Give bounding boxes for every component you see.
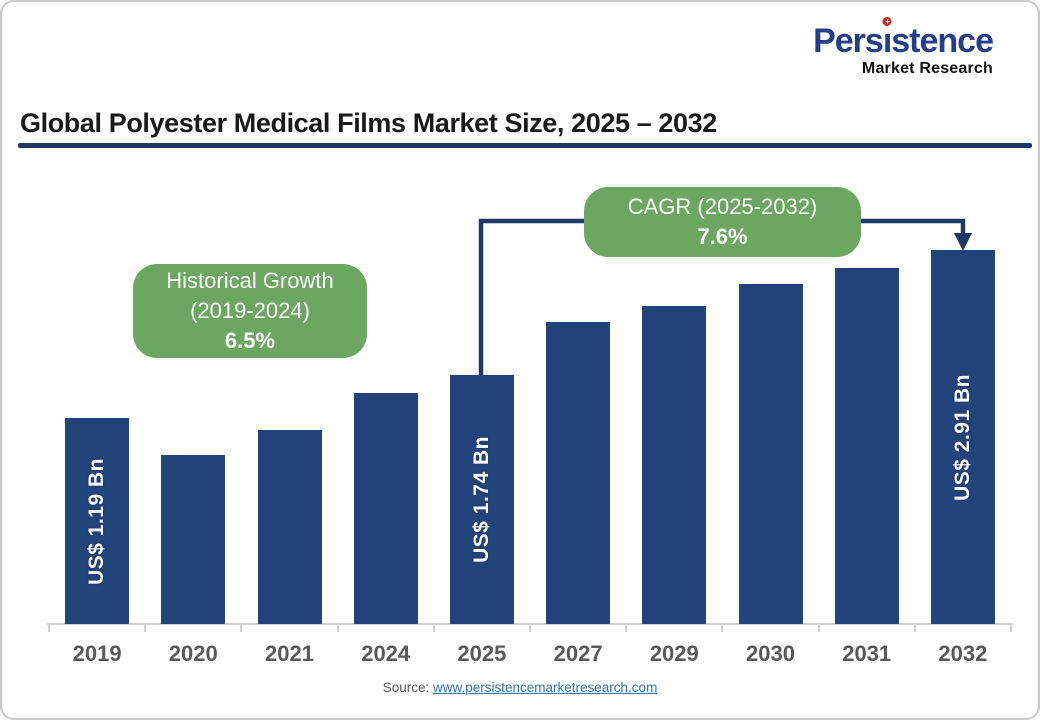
bar-2027 bbox=[546, 322, 611, 624]
historical-growth-line2: (2019-2024) bbox=[190, 298, 310, 323]
x-axis-tick bbox=[144, 624, 147, 632]
x-tick-label-2030: 2030 bbox=[746, 641, 795, 666]
x-tick-label-2027: 2027 bbox=[553, 641, 603, 666]
x-axis-tick bbox=[721, 624, 724, 632]
historical-growth-callout: Historical Growth (2019-2024) 6.5% bbox=[133, 264, 367, 358]
x-axis-tick bbox=[529, 624, 531, 632]
x-tick-label-2032: 2032 bbox=[938, 641, 988, 666]
bar-2020 bbox=[161, 455, 226, 624]
x-axis-tick bbox=[817, 624, 820, 632]
historical-growth-line1: Historical Growth bbox=[166, 268, 334, 293]
cagr-line1: CAGR (2025-2032) bbox=[627, 194, 818, 219]
bar-2021 bbox=[257, 430, 322, 624]
source-link[interactable]: www.persistencemarketresearch.com bbox=[432, 680, 658, 695]
bar-2019: US$ 1.19 Bn bbox=[65, 418, 130, 624]
source-line: Source: www.persistencemarketresearch.co… bbox=[2, 680, 1038, 695]
historical-growth-value: 6.5% bbox=[224, 328, 276, 353]
logo-brand-pre: Pers bbox=[813, 22, 884, 60]
bar-2032: US$ 2.91 Bn bbox=[930, 250, 995, 624]
bar-value-label-2032: US$ 2.91 Bn bbox=[950, 373, 974, 501]
x-axis-tick bbox=[48, 624, 50, 632]
logo-brand-text: Persı + stence bbox=[813, 17, 994, 60]
x-tick-label-2020: 2020 bbox=[168, 641, 218, 666]
x-axis-tick bbox=[240, 624, 243, 632]
logo-brand-post: stence bbox=[891, 22, 994, 60]
title-underline bbox=[18, 143, 1032, 148]
x-axis-tick bbox=[1010, 624, 1012, 632]
logo-subtitle: Market Research bbox=[861, 60, 993, 77]
bar-value-label-2019: US$ 1.19 Bn bbox=[85, 457, 109, 585]
x-axis-tick bbox=[432, 624, 435, 632]
bar-value-label-2025: US$ 1.74 Bn bbox=[469, 436, 493, 563]
cagr-callout: CAGR (2025-2032) 7.6% bbox=[584, 187, 861, 257]
bar-2025: US$ 1.74 Bn bbox=[449, 375, 514, 624]
bar-2031 bbox=[834, 268, 899, 624]
x-tick-label-2024: 2024 bbox=[361, 641, 411, 666]
bar-2024 bbox=[353, 393, 418, 624]
x-axis-tick bbox=[913, 624, 916, 632]
cagr-value: 7.6% bbox=[697, 224, 748, 249]
x-tick-label-2031: 2031 bbox=[842, 641, 892, 666]
red-plus-dot-icon: + bbox=[882, 17, 892, 26]
bar-2030 bbox=[738, 284, 803, 624]
source-prefix: Source: bbox=[382, 680, 430, 695]
x-tick-label-2029: 2029 bbox=[649, 641, 699, 666]
x-tick-label-2019: 2019 bbox=[72, 641, 122, 666]
x-tick-label-2021: 2021 bbox=[265, 641, 314, 666]
x-axis-tick bbox=[625, 624, 628, 632]
page-title: Global Polyester Medical Films Market Si… bbox=[20, 108, 717, 138]
x-tick-label-2025: 2025 bbox=[457, 641, 507, 666]
x-axis-tick bbox=[336, 624, 339, 632]
bar-2029 bbox=[642, 306, 707, 624]
persistence-market-research-logo: Persı + stence Market Research bbox=[813, 17, 994, 77]
logo-letter-i: ı + bbox=[882, 17, 892, 60]
